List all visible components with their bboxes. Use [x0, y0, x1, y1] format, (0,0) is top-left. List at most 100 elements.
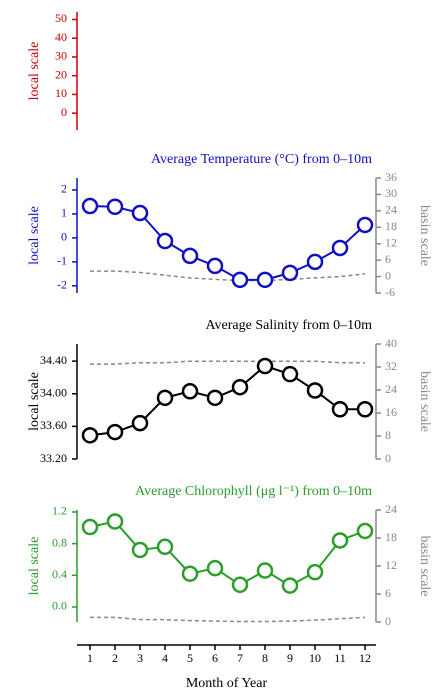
y-tick-label: -1 [57, 254, 67, 268]
point [331, 239, 349, 257]
y-tick-label: -2 [57, 278, 67, 292]
y-tick-label: 1 [61, 206, 67, 220]
y-axis-label: local scale [27, 206, 42, 265]
y-tick-label: 0.8 [52, 535, 67, 549]
point [306, 382, 324, 399]
point [106, 513, 124, 530]
y-axis-label: local scale [27, 537, 42, 596]
basin-line [90, 616, 366, 623]
x-tick-label: 10 [309, 651, 321, 665]
y-tick-label: 50 [55, 11, 67, 25]
point [206, 559, 224, 577]
x-tick-label: 9 [287, 651, 293, 665]
point [281, 365, 299, 383]
point [156, 232, 174, 250]
point [331, 400, 349, 418]
y2-tick-label: 18 [385, 530, 397, 544]
y-tick-label: 30 [55, 49, 67, 63]
point [256, 562, 274, 579]
local-line [89, 364, 365, 437]
y2-tick-label: -6 [385, 285, 395, 299]
y2-tick-label: 32 [385, 359, 397, 373]
y2-tick-label: 36 [385, 170, 397, 184]
x-tick-label: 2 [112, 651, 118, 665]
y2-tick-label: 12 [385, 558, 397, 572]
point [231, 378, 249, 396]
y-tick-label: 40 [55, 30, 67, 44]
y2-tick-label: 8 [385, 428, 391, 442]
point [156, 389, 174, 407]
point [206, 257, 224, 275]
point [256, 357, 274, 375]
x-tick-label: 6 [212, 651, 218, 665]
y2-tick-label: 6 [385, 586, 391, 600]
y2-tick-label: 16 [385, 405, 397, 419]
y2-tick-label: 0 [385, 614, 391, 628]
point [331, 532, 349, 549]
point [156, 538, 174, 556]
y-tick-label: 34.00 [40, 386, 67, 400]
point [306, 253, 324, 271]
y-tick-label: 0.0 [52, 599, 67, 613]
y2-tick-label: 12 [385, 235, 397, 249]
y2-tick-label: 6 [385, 252, 391, 266]
y-tick-label: 2 [61, 182, 67, 196]
x-axis-label: Month of Year [186, 676, 268, 691]
y2-tick-label: 24 [385, 502, 397, 516]
y2-tick-label: 30 [385, 186, 397, 200]
y2-axis-label: basin scale [417, 205, 432, 266]
y-tick-label: 0 [61, 105, 67, 119]
point [281, 577, 299, 594]
y-axis-label: local scale [27, 372, 42, 431]
point [356, 400, 374, 418]
x-tick-label: 4 [162, 651, 168, 665]
point [306, 563, 324, 581]
point [281, 264, 299, 282]
y-tick-label: 0 [61, 230, 67, 244]
y2-tick-label: 24 [385, 382, 397, 396]
point [206, 389, 224, 407]
point [256, 271, 274, 289]
y2-axis-label: basin scale [417, 371, 432, 432]
basin-line [90, 360, 365, 365]
panel-title: Average Salinity from 0–10m [205, 318, 372, 333]
y-tick-label: 33.60 [40, 418, 67, 432]
x-tick-label: 7 [237, 651, 243, 665]
y2-tick-label: 0 [385, 268, 391, 282]
point [81, 427, 99, 444]
y2-tick-label: 18 [385, 219, 397, 233]
y-tick-label: 20 [55, 67, 67, 81]
point [106, 198, 124, 215]
x-tick-label: 8 [262, 651, 268, 665]
y2-tick-label: 40 [385, 336, 397, 350]
x-tick-label: 12 [359, 651, 371, 665]
point [356, 216, 374, 234]
panel-title: Average Temperature (°C) from 0–10m [151, 152, 372, 167]
y-tick-label: 10 [55, 86, 67, 100]
y-tick-label: 34.40 [40, 353, 67, 367]
x-tick-label: 5 [187, 651, 193, 665]
point [181, 247, 199, 265]
point [356, 522, 374, 540]
x-tick-label: 1 [87, 651, 93, 665]
point [81, 518, 99, 536]
point [131, 541, 149, 559]
point [131, 204, 149, 222]
y-tick-label: 1.2 [52, 504, 67, 518]
y2-tick-label: 0 [385, 451, 391, 465]
y-tick-label: 33.20 [40, 451, 67, 465]
basin-line [90, 270, 366, 282]
y-tick-label: 0.4 [52, 567, 67, 581]
point [181, 565, 199, 582]
y-axis-label: local scale [27, 42, 42, 101]
y2-axis-label: basin scale [417, 535, 432, 596]
x-tick-label: 3 [137, 651, 143, 665]
point [231, 576, 249, 594]
panel-title: Average Chlorophyll (μg l⁻¹) from 0–10m [135, 484, 372, 499]
y2-tick-label: 24 [385, 203, 397, 217]
local-line [89, 205, 366, 281]
x-tick-label: 11 [334, 651, 346, 665]
point [106, 423, 124, 441]
point [181, 383, 199, 400]
